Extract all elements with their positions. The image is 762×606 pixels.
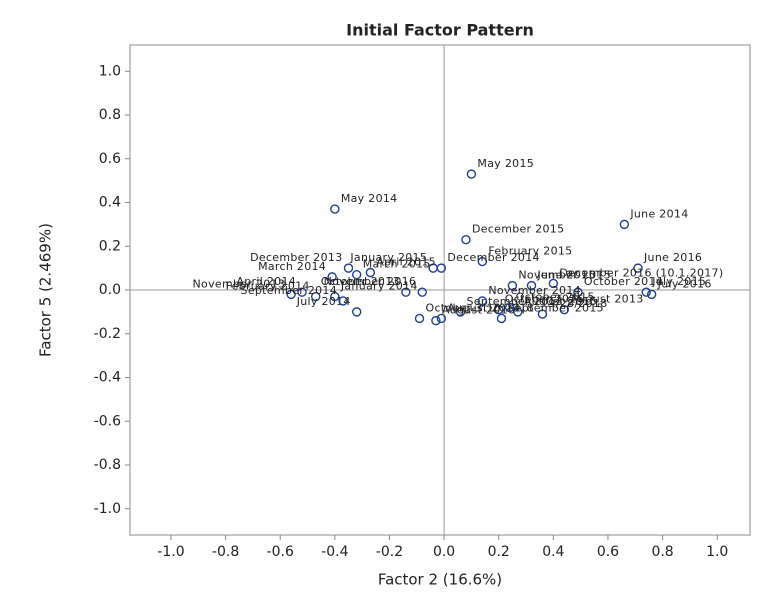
point (507, 280, 518, 291)
point-label: January 2015 (349, 251, 427, 264)
x-tick-label: -0.4 (321, 544, 348, 560)
point (513, 307, 523, 317)
x-tick-label: -0.2 (376, 544, 403, 560)
point (646, 289, 657, 300)
point (477, 296, 488, 306)
point (417, 287, 427, 297)
point (526, 280, 537, 291)
point (461, 234, 471, 245)
point (559, 304, 569, 315)
point-label: November 2016 (324, 275, 417, 288)
x-tick-label: -0.6 (267, 544, 294, 560)
point-label: June 2014 (629, 207, 688, 220)
point-label: August 2014 (447, 301, 520, 314)
y-tick-label: -0.4 (94, 370, 121, 386)
point-label: March 2015 (363, 258, 431, 271)
point-label: December 2013 (250, 251, 342, 264)
point (431, 315, 441, 326)
point (496, 313, 507, 324)
point (436, 263, 447, 273)
point-label: May 2014 (341, 192, 398, 205)
point-label: April 2015 (376, 256, 436, 269)
point (343, 263, 354, 273)
y-tick-label: 1.0 (99, 63, 121, 79)
point-label: October 2014 (584, 275, 663, 288)
point-label: September 2013 (466, 295, 563, 308)
point-label: November 2014 (488, 284, 581, 297)
point-label: November 2013 (193, 277, 286, 290)
y-tick-label: -0.8 (94, 457, 121, 473)
y-tick-label: 0.2 (99, 238, 121, 254)
point (311, 291, 321, 302)
point-label: July 2016 (657, 277, 712, 290)
point-label: 9/28/2018 (548, 297, 607, 310)
point (330, 291, 340, 302)
point-label: October 2013 (321, 275, 400, 288)
point (573, 287, 583, 297)
point-label: June 2015 (536, 269, 595, 282)
point-label: August 2013 (570, 293, 643, 306)
y-axis-label: Factor 5 (2.469%) (37, 223, 55, 357)
point-label: March 2014 (258, 260, 326, 273)
point (330, 204, 340, 214)
point (286, 289, 296, 300)
x-tick-label: 0.6 (597, 544, 619, 560)
point (504, 302, 515, 313)
point-label: January 2014 (340, 280, 418, 293)
point (401, 287, 411, 297)
point (466, 169, 477, 179)
point-label: February 2015 (488, 245, 572, 258)
y-tick-label: 0.6 (99, 151, 121, 167)
point (633, 263, 643, 273)
point-label: July 2014 (296, 295, 351, 308)
point-label: May 2015 (477, 157, 534, 170)
point (414, 313, 425, 324)
point (548, 278, 559, 289)
x-tick-label: 0.0 (433, 544, 455, 560)
point-label: July 2015 (651, 275, 706, 288)
point-label: October 2015 (516, 291, 595, 304)
point-label: June 2016 (643, 251, 702, 264)
point-label: November 2015 (518, 269, 611, 282)
x-tick-label: -1.0 (157, 544, 184, 560)
y-tick-label: 0.8 (99, 107, 121, 123)
y-tick-label: -0.6 (94, 413, 121, 429)
x-tick-label: -0.8 (212, 544, 239, 560)
point-label: December 2016 (10.1.2017) (559, 266, 723, 279)
point-label: December 2015 (472, 223, 564, 236)
point (351, 269, 362, 280)
point (436, 313, 447, 324)
x-tick-label: 1.0 (706, 544, 728, 560)
point (365, 267, 376, 278)
point (537, 309, 548, 319)
point (455, 307, 466, 317)
point-label: December 2014 (447, 251, 539, 264)
point (494, 304, 504, 315)
y-tick-label: 0.0 (99, 282, 121, 298)
point-label: August 2016 (442, 304, 515, 317)
point (477, 256, 488, 267)
point (327, 272, 337, 282)
point (619, 219, 630, 230)
point (351, 307, 362, 317)
y-tick-label: 0.4 (99, 195, 121, 211)
chart-title: Initial Factor Pattern (346, 21, 534, 40)
x-tick-label: 0.2 (488, 544, 510, 560)
point-label: August 2015 (524, 295, 597, 308)
point-label: October 2016 (505, 293, 584, 306)
point-label: September 2015 (507, 301, 604, 314)
point-label: April 2014 (236, 275, 296, 288)
y-tick-label: -0.2 (94, 326, 121, 342)
point (641, 287, 651, 297)
y-tick-label: -1.0 (94, 501, 121, 517)
point (297, 287, 307, 297)
point-label: February 2014 (226, 280, 310, 293)
point-label: September 2014 (241, 284, 338, 297)
point (338, 296, 348, 306)
x-axis-label: Factor 2 (16.6%) (378, 571, 502, 589)
x-tick-label: 0.8 (651, 544, 673, 560)
x-tick-label: 0.4 (542, 544, 564, 560)
